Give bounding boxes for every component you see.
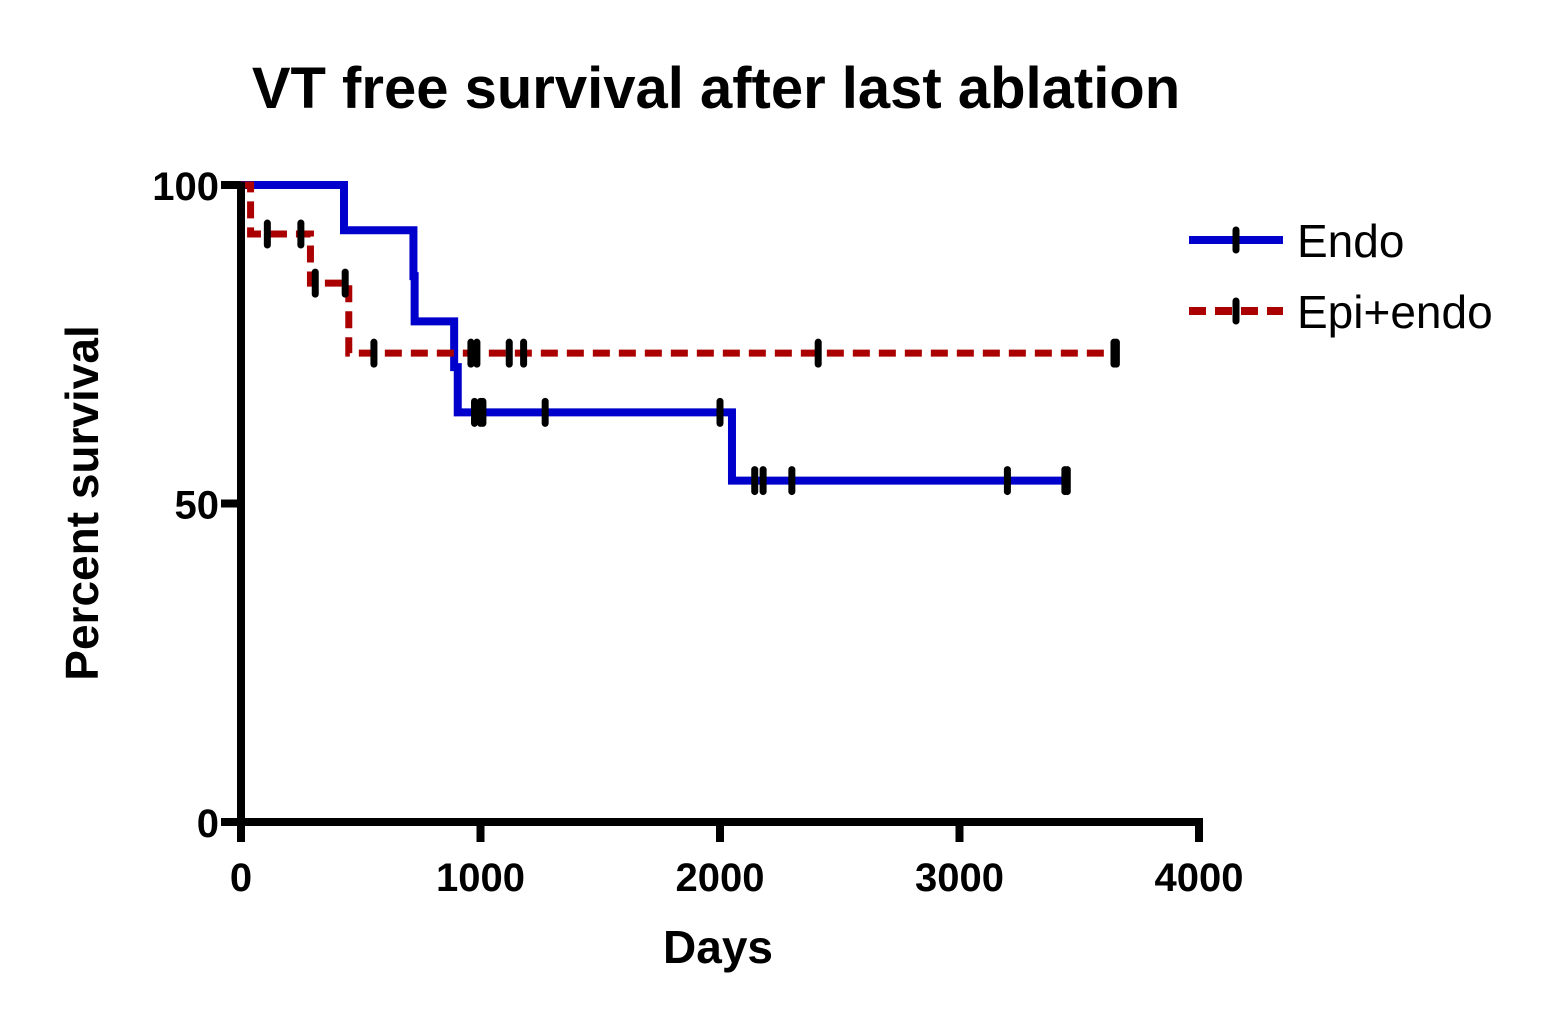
x-tick-label: 2000 <box>676 856 765 900</box>
y-tick-label: 50 <box>175 484 220 528</box>
x-tick-label: 4000 <box>1155 856 1244 900</box>
survival-curves <box>241 181 1116 485</box>
legend-label-epi-endo: Epi+endo <box>1297 286 1493 338</box>
x-tick-label: 1000 <box>436 856 525 900</box>
axes <box>237 182 1203 826</box>
censor-marks <box>263 219 1120 496</box>
chart-title: VT free survival after last ablation <box>252 56 1180 121</box>
x-tick-label: 3000 <box>915 856 1004 900</box>
axis-ticks: 0 1000 2000 3000 4000 0 50 100 <box>152 165 1243 900</box>
legend: Endo Epi+endo <box>1189 215 1493 338</box>
x-axis-label: Days <box>663 921 773 973</box>
y-tick-label: 0 <box>197 802 219 846</box>
series-line-endo <box>241 181 1068 485</box>
x-tick-label: 0 <box>230 856 252 900</box>
y-tick-label: 100 <box>152 165 219 209</box>
series-line-epi-endo <box>241 181 1116 357</box>
legend-label-endo: Endo <box>1297 215 1404 267</box>
y-axis-label: Percent survival <box>56 325 108 680</box>
